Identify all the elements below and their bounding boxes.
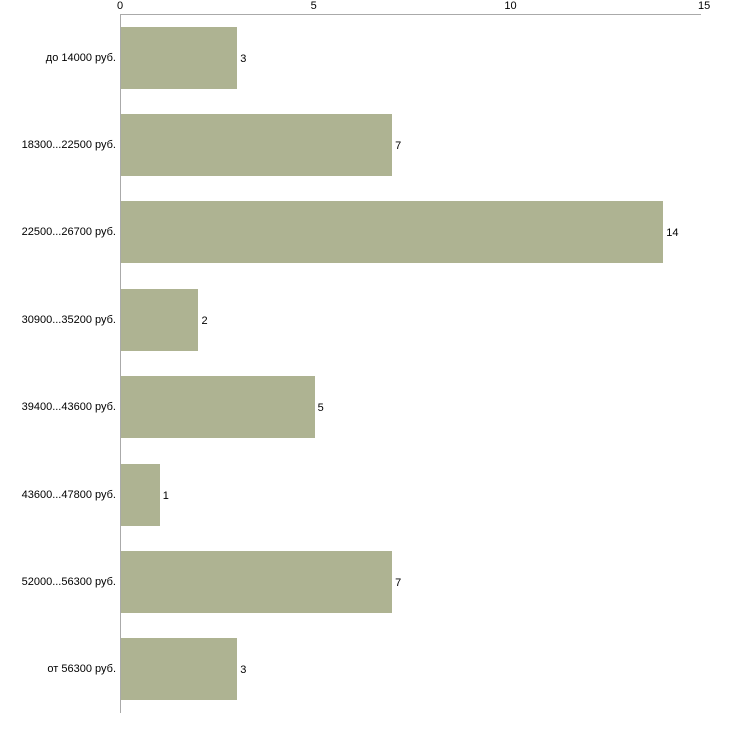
chart-row: до 14000 руб. 3 [0,14,730,101]
bar-value-label: 14 [666,227,679,240]
chart-row: 18300...22500 руб. 7 [0,101,730,188]
bar [121,288,199,351]
category-label: 22500...26700 руб. [21,226,116,239]
x-axis-tick-label: 5 [310,0,317,12]
chart-row: от 56300 руб. 3 [0,626,730,713]
category-label: 30900...35200 руб. [21,313,116,326]
category-label: 39400...43600 руб. [21,401,116,414]
bar [121,201,664,264]
bar [121,638,238,701]
chart-row: 39400...43600 руб. 5 [0,364,730,451]
bar [121,114,393,177]
x-axis-line [120,14,701,15]
chart-row: 52000...56300 руб. 7 [0,538,730,625]
x-axis-tick-label: 10 [504,0,517,12]
bar-value-label: 3 [240,52,247,65]
category-label: до 14000 руб. [45,51,116,64]
chart-row: 22500...26700 руб. 14 [0,189,730,276]
chart-row: 43600...47800 руб. 1 [0,451,730,538]
bar-value-label: 5 [317,402,324,415]
chart-row: 30900...35200 руб. 2 [0,276,730,363]
category-label: от 56300 руб. [47,663,116,676]
x-axis-tick-label: 0 [117,0,124,12]
bar [121,550,393,613]
bar [121,26,238,89]
category-label: 18300...22500 руб. [21,139,116,152]
x-axis-tick-label: 15 [698,0,711,12]
bar-value-label: 7 [395,140,402,153]
bar-value-label: 1 [162,489,169,502]
bar [121,376,315,439]
bar-value-label: 2 [201,314,208,327]
bar-value-label: 7 [395,576,402,589]
bar-value-label: 3 [240,664,247,677]
category-label: 43600...47800 руб. [21,488,116,501]
bar [121,463,160,526]
y-axis-line [120,14,121,713]
category-label: 52000...56300 руб. [21,575,116,588]
